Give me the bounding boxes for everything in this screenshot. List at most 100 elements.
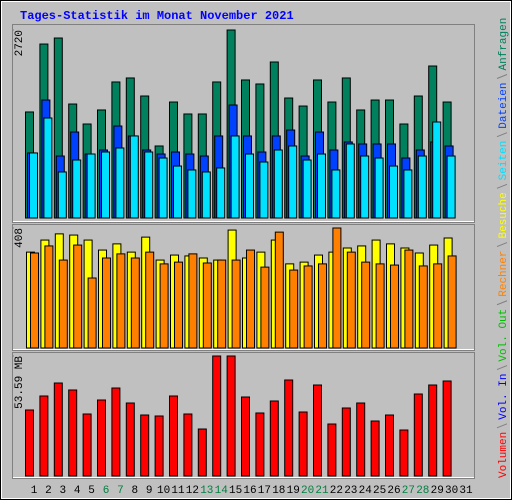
x-tick-label: 4 [74, 485, 81, 497]
bar [298, 411, 308, 477]
bar [317, 153, 326, 219]
bar [116, 253, 126, 349]
bar [433, 263, 443, 349]
legend-entry: Seiten [498, 141, 510, 181]
bar [231, 259, 241, 349]
x-tick-label: 19 [287, 485, 300, 497]
bar [313, 384, 322, 477]
bar [86, 153, 96, 219]
bar [202, 262, 212, 349]
y-tick-label: 408 [14, 228, 26, 248]
bar [217, 259, 227, 349]
bar [318, 263, 327, 349]
bar [39, 395, 49, 477]
x-tick-label: 14 [215, 485, 229, 497]
bar [30, 252, 39, 349]
x-tick-label: 5 [88, 485, 95, 497]
bar [174, 261, 183, 349]
bar [274, 231, 284, 349]
bar [356, 402, 366, 477]
bar [428, 384, 438, 477]
bar [159, 263, 169, 349]
bar [374, 157, 384, 219]
bar [226, 355, 236, 477]
legend-separator [496, 365, 508, 371]
bar [288, 145, 298, 219]
bar [129, 135, 139, 219]
bar [58, 259, 68, 349]
bar [158, 157, 168, 219]
bar [413, 393, 423, 477]
bar [102, 257, 111, 349]
x-tick-label: 18 [272, 485, 285, 497]
legend-separator [496, 183, 508, 189]
legend-separator [496, 132, 508, 138]
bar [101, 151, 110, 219]
bar [216, 167, 226, 219]
bar [389, 165, 398, 219]
bar [375, 263, 385, 349]
x-tick-label: 15 [229, 485, 242, 497]
x-tick-label: 11 [171, 485, 185, 497]
bar [144, 151, 154, 219]
bar [246, 249, 255, 349]
legend-entry: Vol. Out [498, 309, 510, 362]
bar [399, 429, 409, 477]
bar [154, 415, 164, 477]
x-tick-label: 27 [402, 485, 415, 497]
bar [230, 135, 240, 219]
x-tick-label: 31 [459, 485, 473, 497]
legend-separator [496, 242, 508, 247]
bar [173, 165, 182, 219]
bar [201, 171, 211, 219]
bar [385, 414, 394, 477]
legend-entry: Besuche [498, 192, 510, 238]
bar [341, 407, 351, 477]
bar [417, 155, 427, 219]
bar [273, 149, 283, 219]
x-tick-label: 28 [416, 485, 429, 497]
x-tick-label: 29 [431, 485, 444, 497]
bar [442, 380, 452, 477]
bar [87, 277, 97, 349]
bar [360, 155, 370, 219]
bar [302, 159, 312, 219]
bar [212, 355, 222, 477]
bar [97, 399, 106, 477]
bar [332, 227, 342, 349]
bar [188, 253, 198, 349]
legend-entry: Vol. In [498, 374, 510, 420]
x-tick-label: 3 [59, 485, 66, 497]
x-tick-label: 7 [117, 485, 124, 497]
x-tick-label: 16 [243, 485, 256, 497]
bar [259, 161, 269, 219]
bar [418, 265, 428, 349]
x-tick-label: 21 [315, 485, 329, 497]
y-tick-label: 2720 [14, 30, 26, 56]
bar [346, 251, 356, 349]
x-tick-label: 22 [330, 485, 343, 497]
bar [29, 152, 38, 219]
legend-entry: Dateien [498, 82, 510, 128]
x-tick-label: 1 [31, 485, 38, 497]
x-tick-label: 9 [146, 485, 153, 497]
chart-title: Tages-Statistik im Monat November 2021 [20, 9, 294, 23]
legend-separator [496, 300, 508, 306]
bar [125, 402, 135, 477]
bar [289, 269, 299, 349]
bar [183, 413, 193, 477]
legend-entry: Volumen [498, 432, 510, 478]
bar [303, 265, 313, 349]
bar [115, 147, 125, 219]
bar [260, 266, 270, 349]
bar [446, 155, 456, 219]
bar [345, 143, 355, 219]
x-tick-label: 17 [258, 485, 271, 497]
bar [57, 171, 67, 219]
bar [111, 387, 121, 477]
bar [25, 409, 34, 477]
bar [404, 249, 414, 349]
bar [432, 121, 442, 219]
bar [197, 428, 207, 477]
